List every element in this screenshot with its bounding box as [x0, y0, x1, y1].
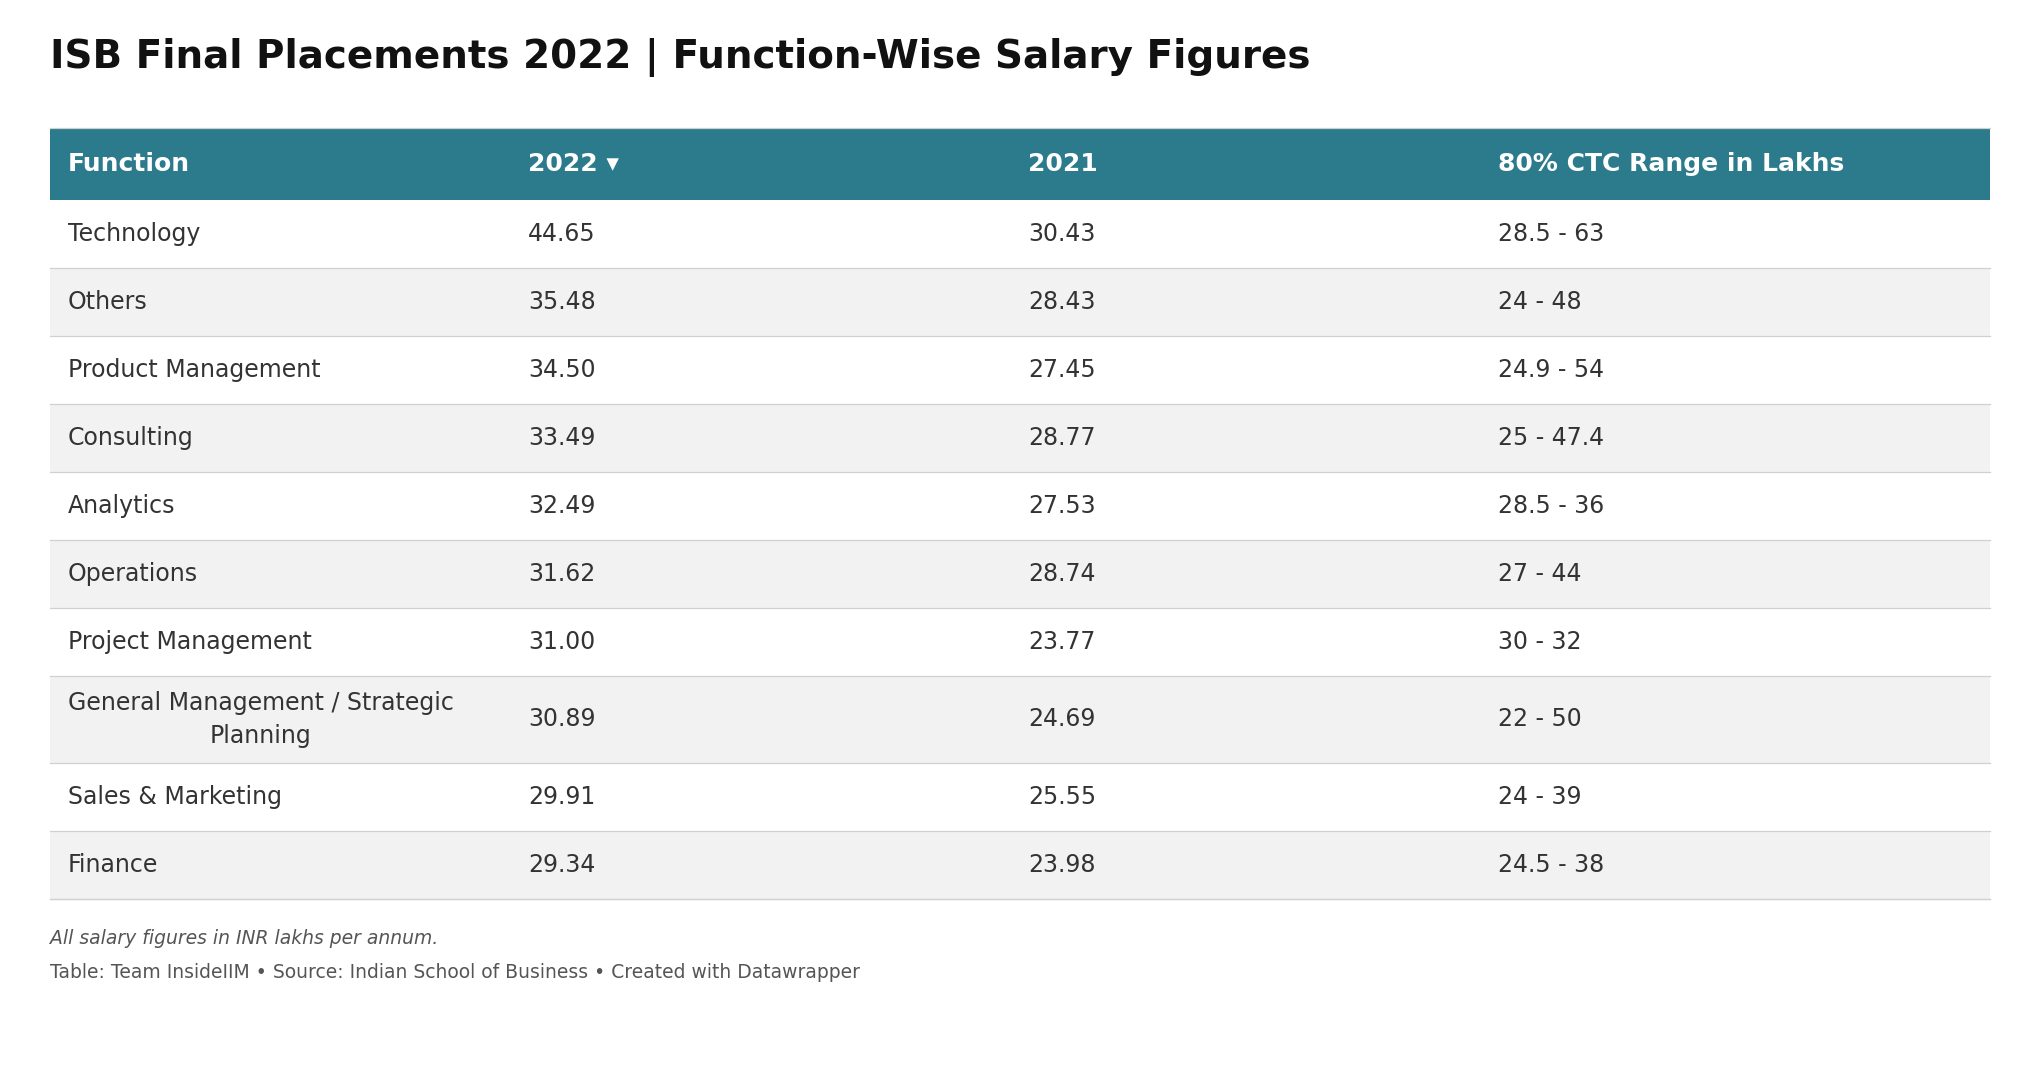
Text: Table: Team InsideIIM • Source: Indian School of Business • Created with Datawra: Table: Team InsideIIM • Source: Indian S…	[51, 964, 860, 982]
Text: Operations: Operations	[67, 562, 198, 586]
Text: 24.69: 24.69	[1028, 708, 1095, 731]
Text: 28.74: 28.74	[1028, 562, 1095, 586]
FancyBboxPatch shape	[51, 200, 1988, 268]
Text: 24 - 39: 24 - 39	[1497, 785, 1580, 809]
Text: 25 - 47.4: 25 - 47.4	[1497, 426, 1603, 450]
FancyBboxPatch shape	[51, 608, 1988, 676]
Text: 27.45: 27.45	[1028, 358, 1095, 382]
Text: Function: Function	[67, 152, 190, 176]
FancyBboxPatch shape	[51, 540, 1988, 608]
Text: Finance: Finance	[67, 853, 159, 877]
FancyBboxPatch shape	[51, 472, 1988, 540]
Text: 44.65: 44.65	[528, 222, 595, 245]
Text: 29.91: 29.91	[528, 785, 595, 809]
Text: Others: Others	[67, 291, 147, 314]
Text: 35.48: 35.48	[528, 291, 595, 314]
Text: 2022 ▾: 2022 ▾	[528, 152, 618, 176]
Text: Sales & Marketing: Sales & Marketing	[67, 785, 281, 809]
Text: 31.00: 31.00	[528, 630, 595, 654]
Text: 80% CTC Range in Lakhs: 80% CTC Range in Lakhs	[1497, 152, 1843, 176]
Text: 33.49: 33.49	[528, 426, 595, 450]
Text: 27.53: 27.53	[1028, 494, 1095, 518]
Text: 30.89: 30.89	[528, 708, 595, 731]
FancyBboxPatch shape	[51, 128, 1988, 200]
Text: 32.49: 32.49	[528, 494, 595, 518]
Text: 2021: 2021	[1028, 152, 1097, 176]
FancyBboxPatch shape	[51, 268, 1988, 336]
Text: 24 - 48: 24 - 48	[1497, 291, 1580, 314]
FancyBboxPatch shape	[51, 336, 1988, 404]
Text: 27 - 44: 27 - 44	[1497, 562, 1580, 586]
Text: Product Management: Product Management	[67, 358, 320, 382]
Text: 28.5 - 63: 28.5 - 63	[1497, 222, 1603, 245]
Text: Technology: Technology	[67, 222, 200, 245]
Text: 24.5 - 38: 24.5 - 38	[1497, 853, 1603, 877]
Text: 23.77: 23.77	[1028, 630, 1095, 654]
Text: 24.9 - 54: 24.9 - 54	[1497, 358, 1603, 382]
Text: 28.5 - 36: 28.5 - 36	[1497, 494, 1603, 518]
Text: 22 - 50: 22 - 50	[1497, 708, 1580, 731]
Text: 30.43: 30.43	[1028, 222, 1095, 245]
Text: General Management / Strategic
Planning: General Management / Strategic Planning	[67, 690, 453, 748]
Text: Consulting: Consulting	[67, 426, 194, 450]
Text: 29.34: 29.34	[528, 853, 595, 877]
Text: All salary figures in INR lakhs per annum.: All salary figures in INR lakhs per annu…	[51, 929, 438, 948]
Text: 30 - 32: 30 - 32	[1497, 630, 1580, 654]
FancyBboxPatch shape	[51, 404, 1988, 472]
Text: ISB Final Placements 2022 | Function-Wise Salary Figures: ISB Final Placements 2022 | Function-Wis…	[51, 38, 1309, 77]
FancyBboxPatch shape	[51, 676, 1988, 763]
Text: 31.62: 31.62	[528, 562, 595, 586]
Text: Analytics: Analytics	[67, 494, 175, 518]
Text: 34.50: 34.50	[528, 358, 595, 382]
FancyBboxPatch shape	[51, 831, 1988, 899]
Text: 28.43: 28.43	[1028, 291, 1095, 314]
FancyBboxPatch shape	[51, 763, 1988, 831]
Text: 23.98: 23.98	[1028, 853, 1095, 877]
Text: 25.55: 25.55	[1028, 785, 1095, 809]
Text: 28.77: 28.77	[1028, 426, 1095, 450]
Text: Project Management: Project Management	[67, 630, 312, 654]
